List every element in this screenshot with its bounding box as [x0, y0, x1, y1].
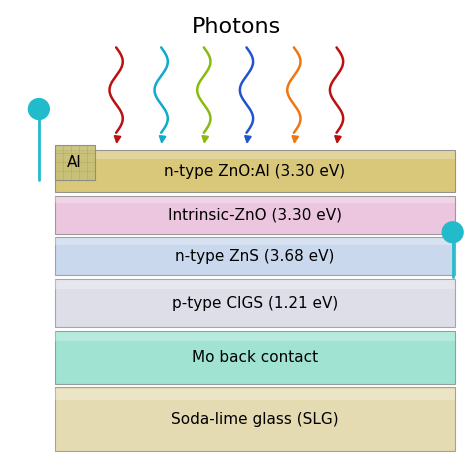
FancyBboxPatch shape [55, 331, 455, 384]
FancyBboxPatch shape [55, 389, 455, 400]
FancyBboxPatch shape [55, 150, 455, 192]
Text: Al: Al [67, 155, 82, 170]
FancyBboxPatch shape [55, 151, 455, 159]
Text: p-type CIGS (1.21 eV): p-type CIGS (1.21 eV) [172, 296, 338, 310]
Text: Mo back contact: Mo back contact [191, 350, 318, 365]
FancyBboxPatch shape [55, 387, 455, 451]
Circle shape [442, 222, 463, 243]
FancyBboxPatch shape [55, 280, 455, 289]
Text: n-type ZnO:Al (3.30 eV): n-type ZnO:Al (3.30 eV) [164, 164, 346, 179]
Text: Soda-lime glass (SLG): Soda-lime glass (SLG) [171, 412, 338, 427]
FancyBboxPatch shape [55, 145, 95, 180]
FancyBboxPatch shape [55, 332, 455, 341]
FancyBboxPatch shape [55, 237, 455, 275]
FancyBboxPatch shape [55, 197, 455, 203]
Circle shape [28, 99, 49, 119]
Text: n-type ZnS (3.68 eV): n-type ZnS (3.68 eV) [175, 249, 335, 264]
FancyBboxPatch shape [55, 279, 455, 327]
Text: Photons: Photons [192, 17, 282, 36]
FancyBboxPatch shape [55, 196, 455, 234]
FancyBboxPatch shape [55, 238, 455, 245]
Text: Intrinsic-ZnO (3.30 eV): Intrinsic-ZnO (3.30 eV) [168, 207, 342, 222]
